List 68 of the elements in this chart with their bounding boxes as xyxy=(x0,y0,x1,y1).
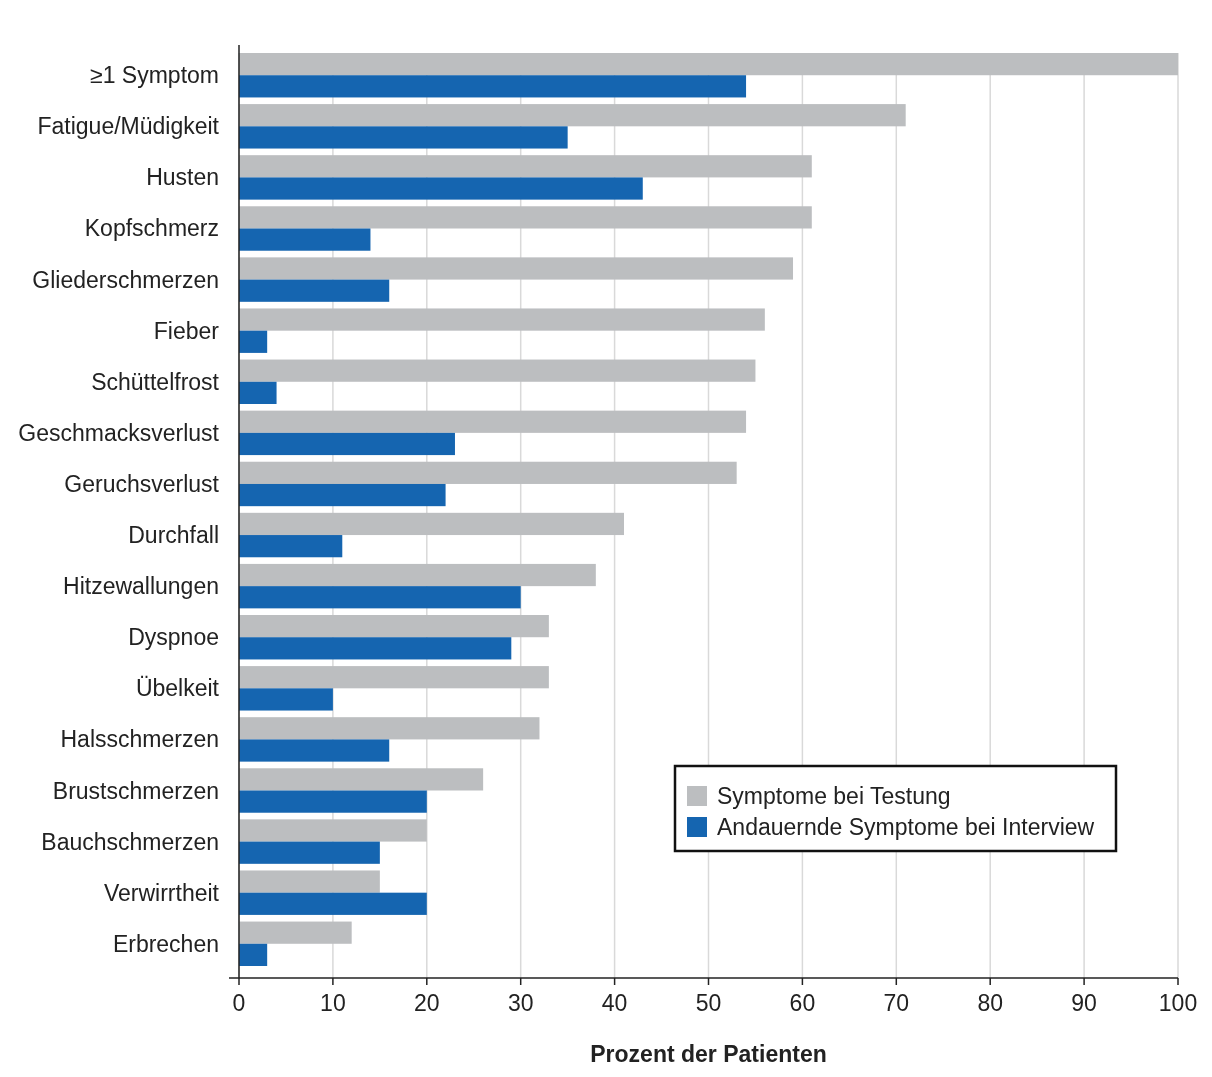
x-tick-label: 90 xyxy=(1071,990,1097,1016)
bar xyxy=(239,381,277,404)
y-tick-label: Kopfschmerz xyxy=(84,215,219,242)
bar xyxy=(239,432,455,456)
bar xyxy=(239,768,484,791)
bar xyxy=(239,535,343,558)
bar xyxy=(239,512,624,536)
y-tick-label: Erbrechen xyxy=(112,930,219,957)
bar xyxy=(239,921,352,944)
y-tick-label: ≥1 Symptom xyxy=(90,62,219,89)
y-tick-label: Übelkeit xyxy=(135,675,220,702)
bar xyxy=(239,410,747,433)
y-tick-label: Halsschmerzen xyxy=(60,726,219,753)
bar xyxy=(239,841,380,864)
bar xyxy=(239,126,568,149)
bar xyxy=(239,870,380,893)
y-tick-label: Gliederschmerzen xyxy=(32,266,219,293)
bar xyxy=(239,637,512,660)
bar xyxy=(239,563,596,587)
x-tick-label: 30 xyxy=(507,990,534,1016)
bar xyxy=(239,666,549,689)
bar xyxy=(239,615,549,638)
bar xyxy=(239,104,906,127)
y-tick-label: Husten xyxy=(146,164,219,191)
bar xyxy=(239,359,756,382)
x-tick-label: 50 xyxy=(695,990,722,1016)
bar xyxy=(239,819,427,842)
bar xyxy=(239,739,390,762)
x-tick-label: 70 xyxy=(883,990,910,1016)
bar xyxy=(239,228,371,251)
x-tick-label: 80 xyxy=(977,990,1003,1016)
x-tick-label: 60 xyxy=(789,990,816,1016)
y-tick-label: Fatigue/Müdigkeit xyxy=(37,113,220,140)
legend-label: Andauernde Symptome bei Interview xyxy=(717,814,1095,840)
x-axis-title: Prozent der Patienten xyxy=(590,1041,827,1067)
x-tick-label: 10 xyxy=(320,990,346,1016)
bar xyxy=(239,75,747,98)
bar xyxy=(239,461,737,484)
y-tick-label: Hitzewallungen xyxy=(63,573,219,600)
y-tick-label: Verwirrtheit xyxy=(103,879,220,906)
bar xyxy=(239,308,765,331)
bar xyxy=(239,177,643,200)
y-tick-label: Geschmacksverlust xyxy=(18,419,220,446)
bar xyxy=(239,688,333,711)
legend-label: Symptome bei Testung xyxy=(717,783,951,809)
bar xyxy=(239,717,540,740)
y-tick-label: Brustschmerzen xyxy=(52,777,219,804)
bar xyxy=(239,586,521,609)
bar xyxy=(239,279,390,302)
y-tick-label: Dyspnoe xyxy=(128,624,219,651)
bar xyxy=(239,155,812,178)
bar xyxy=(239,483,446,507)
bar xyxy=(239,790,427,813)
x-tick-label: 0 xyxy=(232,990,246,1016)
bar xyxy=(239,53,1178,76)
x-tick-label: 20 xyxy=(414,990,440,1016)
bar xyxy=(239,206,812,229)
x-tick-label: 40 xyxy=(601,990,628,1016)
bar xyxy=(239,257,794,280)
y-tick-label: Geruchsverlust xyxy=(64,470,220,497)
x-tick-label: 100 xyxy=(1158,990,1198,1016)
bar xyxy=(239,943,268,966)
y-tick-label: Fieber xyxy=(153,317,220,344)
y-tick-label: Durchfall xyxy=(128,522,219,549)
y-tick-label: Bauchschmerzen xyxy=(41,828,219,855)
bar xyxy=(239,892,427,915)
bar xyxy=(239,330,268,353)
y-tick-label: Schüttelfrost xyxy=(91,368,220,395)
